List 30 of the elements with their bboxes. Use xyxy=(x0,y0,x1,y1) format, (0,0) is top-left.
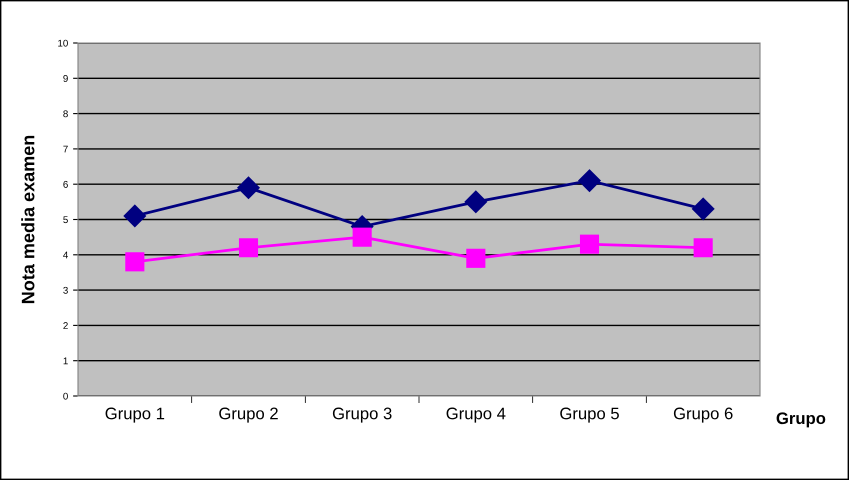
point xyxy=(464,190,488,214)
point xyxy=(238,238,258,258)
y-tick-label: 8 xyxy=(63,110,68,118)
x-tick-label: Grupo 1 xyxy=(106,408,164,423)
point xyxy=(466,248,486,268)
y-tick-label: 4 xyxy=(63,252,68,258)
y-tick-label: 9 xyxy=(63,75,68,82)
point xyxy=(237,176,260,200)
x-tick-label: Grupo 4 xyxy=(446,408,506,423)
point xyxy=(578,169,601,192)
y-tick-label: 5 xyxy=(63,216,68,224)
y-tick-label: 10 xyxy=(58,40,68,47)
y-axis-title: Nota media examen xyxy=(21,136,34,304)
point xyxy=(580,234,600,254)
x-axis-title: Grupo xyxy=(776,412,826,428)
point xyxy=(124,204,146,228)
x-tick-label: Grupo 6 xyxy=(674,408,733,423)
point xyxy=(694,238,713,258)
y-tick-label: 3 xyxy=(63,286,68,294)
x-tick-label: Grupo 3 xyxy=(332,408,392,423)
point xyxy=(352,228,372,247)
point xyxy=(692,198,714,220)
y-tick-label: 1 xyxy=(64,358,68,364)
point xyxy=(125,252,144,272)
x-tick-label: Grupo 5 xyxy=(560,408,619,423)
x-tick-label: Grupo 2 xyxy=(219,408,278,423)
y-tick-label: 0 xyxy=(63,392,68,400)
y-tick-label: 7 xyxy=(63,146,68,152)
y-tick-label: 6 xyxy=(63,180,68,188)
y-tick-label: 2 xyxy=(63,322,68,329)
